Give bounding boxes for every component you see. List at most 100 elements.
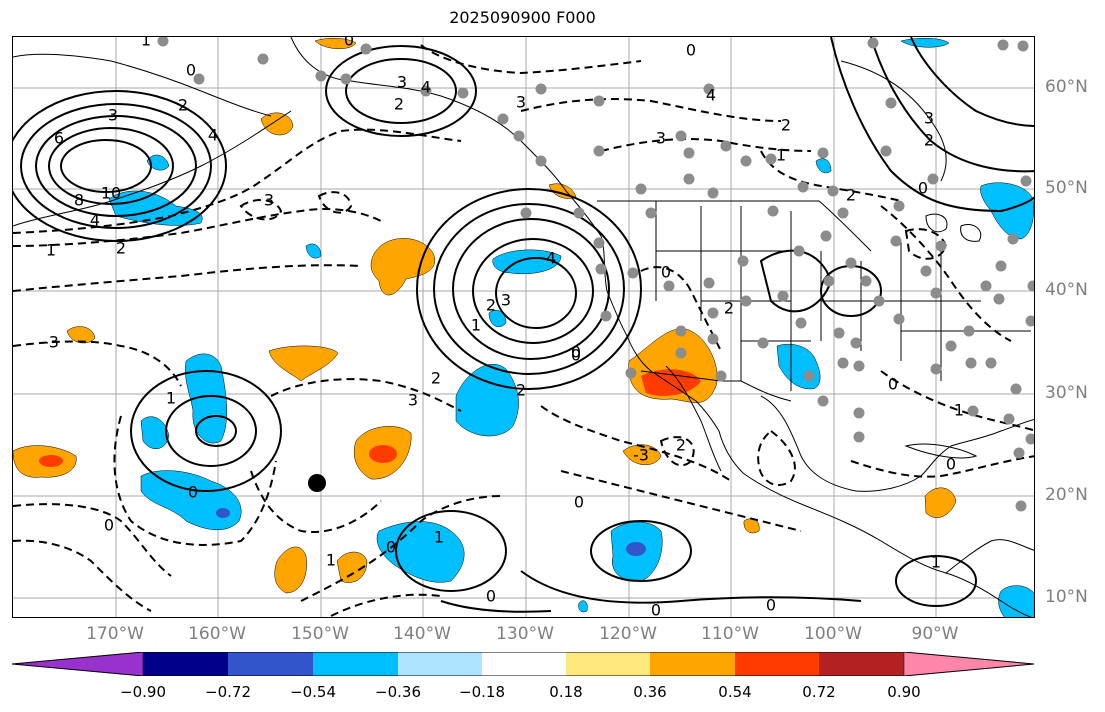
contour-label: 2 bbox=[394, 95, 404, 114]
contour-label: 3 bbox=[516, 93, 526, 112]
hudson-bay bbox=[840, 60, 947, 182]
shade-negative-core bbox=[626, 542, 646, 556]
lon-label-90w: 90°W bbox=[911, 624, 959, 644]
contour-label: 0 bbox=[571, 346, 581, 365]
contour-layer bbox=[13, 37, 1034, 617]
coastline-layer bbox=[13, 37, 1034, 617]
dashed-contour bbox=[904, 228, 948, 260]
contour-label: 3 bbox=[264, 191, 274, 210]
contour-label: 4 bbox=[546, 249, 556, 268]
alaska-coast bbox=[13, 53, 272, 117]
southern-contour bbox=[440, 600, 552, 613]
contour-label: 1 bbox=[46, 241, 56, 260]
contour-label: 0 bbox=[186, 61, 196, 80]
bering-contour bbox=[325, 45, 477, 137]
contour-label: 3 bbox=[397, 73, 407, 92]
dashed-contour bbox=[113, 415, 277, 546]
lon-label-120w: 120°W bbox=[599, 624, 657, 644]
contour-label: -3 bbox=[633, 446, 649, 465]
contour-label: 1 bbox=[326, 551, 336, 570]
contour-label: 3 bbox=[501, 291, 511, 310]
shade-negative-region bbox=[140, 470, 242, 530]
southern-contour bbox=[520, 570, 862, 604]
shade-positive-core bbox=[641, 369, 701, 396]
contour-label: 2 bbox=[486, 296, 496, 315]
shade-negative-region bbox=[140, 416, 170, 449]
shade-positive-core bbox=[369, 445, 397, 463]
lat-label-20n: 20°N bbox=[1045, 485, 1088, 505]
dashed-contour bbox=[330, 593, 442, 617]
dashed-contour bbox=[659, 436, 695, 467]
dashed-contour bbox=[300, 495, 502, 602]
storm-position-marker bbox=[308, 474, 326, 492]
lon-label-160w: 160°W bbox=[188, 624, 246, 644]
map-panel[interactable]: 1 0 2 3 4 6 8 10 4 2 1 3 0 2 3 4 3 2 1 0… bbox=[12, 36, 1035, 618]
lat-label-30n: 30°N bbox=[1045, 383, 1088, 403]
colorbar-segment bbox=[398, 652, 482, 676]
contour-label: 6 bbox=[54, 129, 64, 148]
alaska-high-contour bbox=[20, 103, 212, 229]
dashed-contour bbox=[600, 138, 812, 152]
colorbar-segment bbox=[12, 652, 144, 676]
lon-label-140w: 140°W bbox=[393, 624, 451, 644]
alaska-high-contour bbox=[60, 139, 152, 193]
shade-positive-region bbox=[370, 238, 436, 296]
contour-label: 10 bbox=[101, 184, 121, 203]
north-america-coast bbox=[290, 37, 1032, 617]
contour-label: 4 bbox=[90, 211, 100, 230]
colorbar-tick: 0.90 bbox=[887, 683, 921, 701]
colorbar-segment bbox=[566, 652, 650, 676]
dashed-contour bbox=[13, 264, 362, 292]
shade-negative-region bbox=[815, 158, 832, 174]
contour-label: 3 bbox=[656, 129, 666, 148]
contour-label: 4 bbox=[421, 78, 431, 97]
shade-positive-region bbox=[314, 38, 357, 49]
graticule bbox=[13, 37, 1034, 617]
shade-positive-core bbox=[39, 455, 63, 467]
station-dots bbox=[157, 37, 1034, 512]
contour-label: 2 bbox=[724, 299, 734, 318]
shade-negative-region bbox=[776, 343, 821, 390]
eastern-pacific-contour bbox=[395, 510, 507, 592]
lat-label-50n: 50°N bbox=[1045, 178, 1088, 198]
contour-label: 0 bbox=[888, 375, 898, 394]
shade-positive-region bbox=[260, 112, 294, 136]
eastern-ridge-contour bbox=[870, 37, 1034, 173]
dashed-contour bbox=[13, 503, 172, 577]
contour-labels: 1 0 2 3 4 6 8 10 4 2 1 3 0 2 3 4 3 2 1 0… bbox=[43, 37, 964, 617]
contour-label: 1 bbox=[954, 401, 964, 420]
shade-negative-region bbox=[455, 364, 519, 437]
contour-label: 2 bbox=[781, 116, 791, 135]
eastern-pacific-contour bbox=[590, 520, 692, 582]
dashed-contours bbox=[13, 44, 1034, 617]
shade-negative-region bbox=[578, 600, 588, 613]
colorbar-tick: −0.90 bbox=[120, 683, 166, 701]
colorbar-segment bbox=[819, 652, 904, 676]
contour-label: 3 bbox=[408, 391, 418, 410]
dashed-contour bbox=[640, 266, 722, 352]
contour-label: 2 bbox=[516, 381, 526, 400]
contour-label: 0 bbox=[571, 343, 581, 362]
contour-label: 1 bbox=[166, 389, 176, 408]
contour-label: 2 bbox=[924, 131, 934, 150]
alaska-high-contour bbox=[48, 127, 174, 205]
dashed-contour bbox=[13, 539, 152, 612]
contour-label: 2 bbox=[846, 186, 856, 205]
cuba bbox=[904, 443, 978, 459]
colorbar-segment bbox=[228, 652, 313, 676]
shade-negative-region bbox=[488, 310, 507, 328]
contour-label: 0 bbox=[946, 455, 956, 474]
lon-label-150w: 150°W bbox=[291, 624, 349, 644]
contour-label: 0 bbox=[686, 41, 696, 60]
contour-label: 4 bbox=[208, 126, 218, 145]
dashed-contour bbox=[540, 405, 732, 482]
eastern-ridge-contour bbox=[910, 37, 1034, 127]
contour-label: 1 bbox=[434, 528, 444, 547]
offshore-high-contour bbox=[452, 218, 610, 360]
shade-positive-region bbox=[268, 345, 339, 382]
aleutian-chain bbox=[13, 110, 292, 227]
contour-label: 2 bbox=[431, 369, 441, 388]
contour-label: 1 bbox=[471, 316, 481, 335]
dashed-contour bbox=[13, 128, 462, 234]
alaska-high-contour bbox=[35, 115, 197, 217]
